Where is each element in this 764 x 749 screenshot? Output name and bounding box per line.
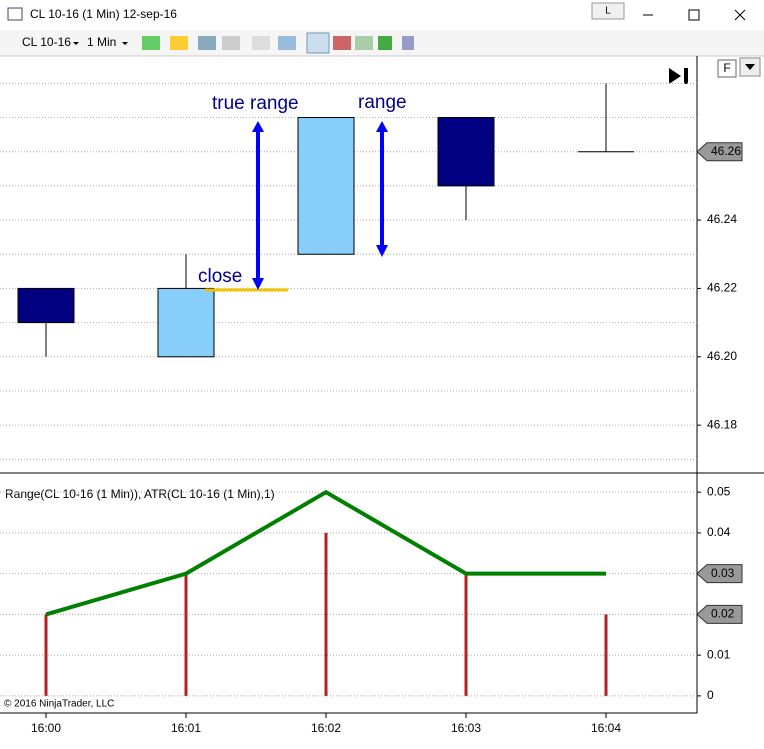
trade-icon[interactable] bbox=[378, 36, 392, 50]
y-tick-label: 0 bbox=[707, 688, 714, 702]
app-icon bbox=[7, 7, 23, 21]
indicator-title: Range(CL 10-16 (1 Min)), ATR(CL 10-16 (1… bbox=[5, 487, 275, 501]
atr-line bbox=[45, 489, 606, 617]
x-tick-label: 16:02 bbox=[311, 721, 341, 735]
pointer-icon[interactable] bbox=[252, 36, 270, 50]
candle-body bbox=[17, 287, 75, 324]
price-marker bbox=[696, 604, 743, 624]
price-marker-label: 0.03 bbox=[711, 566, 735, 580]
bar-type-icon[interactable] bbox=[142, 36, 160, 50]
y-tick-label: 46.20 bbox=[707, 349, 737, 363]
annotations: true range range close bbox=[198, 92, 407, 292]
y-tick-label: 46.18 bbox=[707, 417, 737, 431]
toolbar-icons[interactable] bbox=[142, 32, 414, 54]
indicators-icon[interactable] bbox=[306, 32, 330, 54]
menu-arrow bbox=[745, 64, 755, 70]
annotation: range bbox=[358, 92, 407, 113]
annotation: true range bbox=[212, 93, 299, 114]
zoom-in-icon[interactable] bbox=[198, 36, 216, 50]
scroll-end[interactable] bbox=[669, 68, 688, 84]
data-box-icon[interactable] bbox=[278, 36, 296, 50]
price-marker bbox=[696, 564, 743, 584]
x-tick-label: 16:03 bbox=[451, 721, 481, 735]
interval-selector[interactable]: 1 Min bbox=[87, 35, 116, 49]
y-tick-label: 0.04 bbox=[707, 525, 731, 539]
link-button-label: L bbox=[605, 6, 611, 17]
properties-icon[interactable] bbox=[355, 36, 373, 50]
zoom-out-icon[interactable] bbox=[222, 36, 240, 50]
price-marker-label: 46.26 bbox=[711, 144, 741, 158]
x-tick-label: 16:01 bbox=[171, 721, 201, 735]
flag-label: F bbox=[723, 61, 730, 75]
dropdown-arrow bbox=[122, 42, 128, 45]
copyright: © 2016 NinjaTrader, LLC bbox=[4, 699, 114, 710]
y-tick-label: 46.24 bbox=[707, 212, 737, 226]
y-tick-label: 0.01 bbox=[707, 647, 731, 661]
maximize[interactable] bbox=[688, 9, 700, 21]
link-button[interactable] bbox=[591, 2, 625, 20]
flag-button[interactable] bbox=[717, 59, 737, 78]
price-marker-label: 0.02 bbox=[711, 607, 735, 621]
annotation: close bbox=[198, 266, 242, 287]
template-icon[interactable] bbox=[402, 36, 414, 50]
candle-body bbox=[297, 117, 355, 255]
x-tick-label: 16:00 bbox=[31, 721, 61, 735]
x-tick-label: 16:04 bbox=[591, 721, 621, 735]
candle-body bbox=[157, 287, 215, 358]
y-tick-label: 0.05 bbox=[707, 484, 731, 498]
instrument-selector[interactable]: CL 10-16 bbox=[22, 35, 71, 49]
price-marker bbox=[696, 142, 743, 162]
dropdown-arrow bbox=[73, 42, 79, 45]
y-tick-label: 46.22 bbox=[707, 281, 737, 295]
draw-icon[interactable] bbox=[170, 36, 188, 50]
window-title: CL 10-16 (1 Min) 12-sep-16 bbox=[30, 7, 177, 21]
title-bar bbox=[0, 0, 764, 30]
close-window[interactable] bbox=[734, 9, 746, 21]
candle-body bbox=[437, 117, 495, 187]
strategies-icon[interactable] bbox=[333, 36, 351, 50]
